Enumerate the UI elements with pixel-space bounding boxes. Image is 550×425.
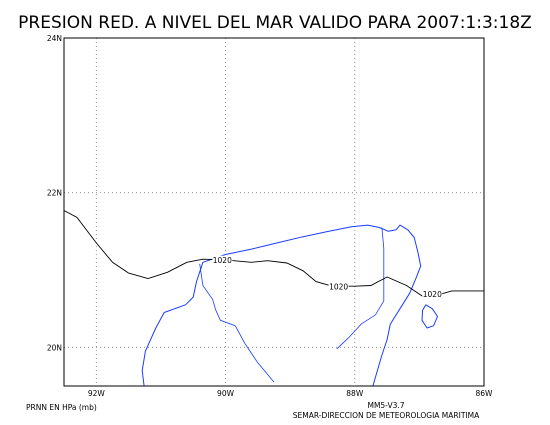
isobar-label: 1020 — [423, 290, 442, 299]
border-line — [336, 227, 385, 350]
coastlines — [141, 224, 438, 387]
isobar-label-bg — [212, 255, 233, 265]
isobar-label-bg — [422, 289, 443, 299]
y-tick-labels: 20N 22N 24N — [47, 34, 62, 352]
grid-lines — [64, 38, 484, 386]
x-tick-label: 92W — [88, 389, 106, 398]
model-label: MM5-V3.7 — [367, 401, 404, 410]
coastline-yucatan-peninsula — [141, 224, 422, 387]
y-tick-label: 22N — [47, 189, 62, 198]
map-frame — [63, 37, 485, 387]
y-tick-label: 20N — [47, 343, 62, 352]
x-tick-label: 90W — [217, 389, 235, 398]
coastline-cozumel-island — [421, 304, 438, 329]
isobars: 1020 1020 1020 — [63, 210, 484, 299]
organization-label: SEMAR-DIRECCION DE METEOROLOGIA MARITIMA — [293, 411, 480, 420]
border-line — [199, 263, 275, 383]
isobar-label: 1020 — [213, 256, 232, 265]
y-tick-label: 24N — [47, 34, 62, 43]
x-tick-label: 86W — [476, 389, 494, 398]
isobar-line — [63, 210, 484, 297]
country-borders — [199, 227, 385, 383]
x-tick-labels: 92W 90W 88W 86W — [88, 389, 493, 398]
isobar-label: 1020 — [329, 283, 348, 292]
x-tick-label: 88W — [346, 389, 364, 398]
map-title: PRESION RED. A NIVEL DEL MAR VALIDO PARA… — [18, 13, 532, 33]
variable-label: PRNN EN HPa (mb) — [26, 403, 97, 412]
isobar-label-bg — [328, 282, 349, 292]
